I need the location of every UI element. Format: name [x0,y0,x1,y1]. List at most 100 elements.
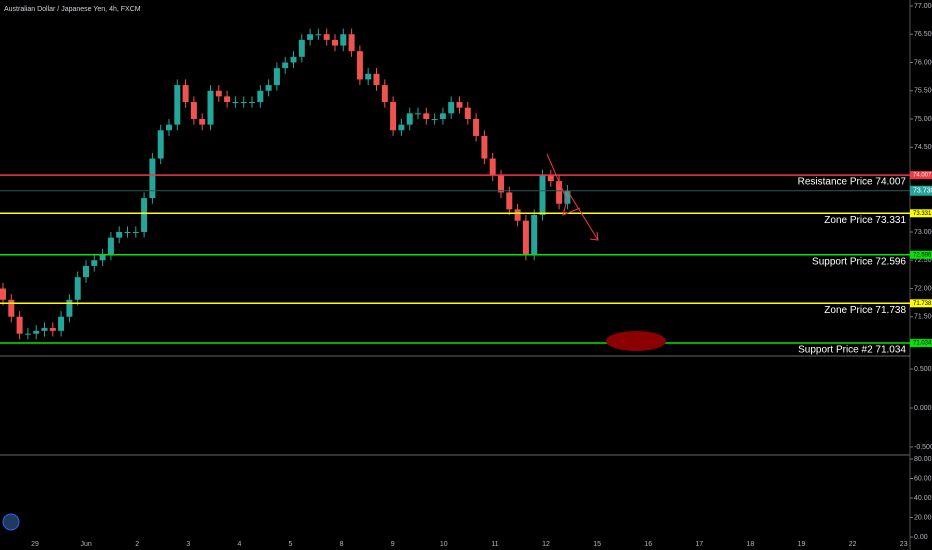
candle-body [481,135,488,159]
annotation-arrow [546,153,599,241]
y-tick-label: 0.500 [914,366,932,373]
candle-body [257,90,264,103]
x-tick-label: 2 [135,541,139,548]
candle-body [24,333,31,335]
y-tick-label: 0.00 [914,534,928,541]
level-label: Zone Price 73.331 [824,215,906,226]
candle-body [406,113,413,125]
candle-body [439,113,446,119]
candle-body [174,85,181,125]
x-tick-label: 16 [644,541,652,548]
x-tick-label: 9 [391,541,395,548]
last-price-badge [910,185,932,196]
candle-body [398,124,405,131]
y-tick-label: 20.00 [914,514,932,521]
level-label: Support Price #2 71.034 [798,345,906,356]
candle-body [390,102,397,131]
x-tick-label: 18 [747,541,755,548]
y-tick-label: 40.00 [914,495,932,502]
candle-body [514,209,521,221]
x-tick-label: 11 [491,541,498,548]
candle-body [431,118,438,120]
y-tick-label: 60.00 [914,475,932,482]
candle-body [381,85,388,103]
candle-body [348,34,355,52]
level-badge-label: 71.738 [913,301,932,307]
y-tick-label: -0.500 [914,444,932,451]
candle-body [207,90,214,125]
x-tick-label: 19 [798,541,806,548]
candle-body [448,102,455,114]
y-tick-label: 73.000 [914,229,932,236]
candle-body [232,102,239,104]
candle-body [199,118,206,125]
candle-body [224,96,231,103]
y-tick-label: 76.500 [914,31,932,38]
x-tick-label: 15 [593,541,601,548]
x-tick-label: 5 [289,541,293,548]
level-badge [910,250,932,259]
candle-body [498,175,504,193]
candle-body [49,328,56,331]
candle-body [149,158,156,199]
y-tick-label: 71.500 [914,314,932,321]
y-tick-label: 77.000 [914,3,932,10]
level-badge [910,171,932,180]
level-badge-label: 74.007 [913,173,932,179]
candle-body [107,237,114,255]
candle-body [91,260,98,266]
candle-body [265,85,272,91]
candle-body [456,102,463,108]
candle-body [423,113,430,119]
x-tick-label: 4 [237,541,241,548]
y-tick-label: 80.00 [914,456,932,463]
candle-body [473,118,480,136]
candle-body [240,102,247,104]
candle-body [522,220,529,255]
candle-body [340,34,347,46]
candle-body [298,39,305,57]
candle-body [539,175,546,216]
candle-body [307,34,314,40]
level-label: Zone Price 71.738 [824,305,906,316]
x-tick-label: 3 [186,541,190,548]
candle-body [116,231,123,238]
candle-body [323,34,330,40]
y-tick-label: 76.000 [914,59,932,66]
annotation-triangle [546,153,581,216]
candle-body [99,254,106,261]
candle-body [58,316,65,331]
logo [2,513,20,531]
candle-body [531,215,538,255]
x-tick-label: 10 [440,541,448,548]
marks: 77.000 76.500 76.000 75.500 75.000 74.500 73.0… [0,3,932,548]
candle-body [132,231,139,233]
candle-body [282,62,289,69]
candle-body [506,192,513,210]
level-label: Support Price 72.596 [812,256,906,267]
candle-body [415,113,421,115]
y-tick-label: 72.500 [914,257,932,264]
candle-body [290,56,297,63]
level-badge-label: 71.034 [913,341,932,347]
x-tick-label: 23 [900,541,908,548]
candle-body [190,102,197,119]
candle-body [315,34,322,36]
candle-body [8,299,15,317]
annotation-ellipse [606,331,666,351]
candle-body [66,299,73,317]
x-tick-label: Jun [80,541,91,548]
annotation-arrowhead [589,231,599,241]
annotation-line [566,189,599,241]
level-badge-label: 73.331 [913,211,932,217]
y-tick-label: 72.000 [914,285,932,292]
candle-body [16,316,23,334]
candle-body [249,102,255,104]
candle-body [41,328,48,331]
candle-body [124,231,131,233]
level-label: Resistance Price 74.007 [798,177,907,188]
candle-body [157,130,164,159]
y-tick-label: 74.500 [914,144,932,151]
